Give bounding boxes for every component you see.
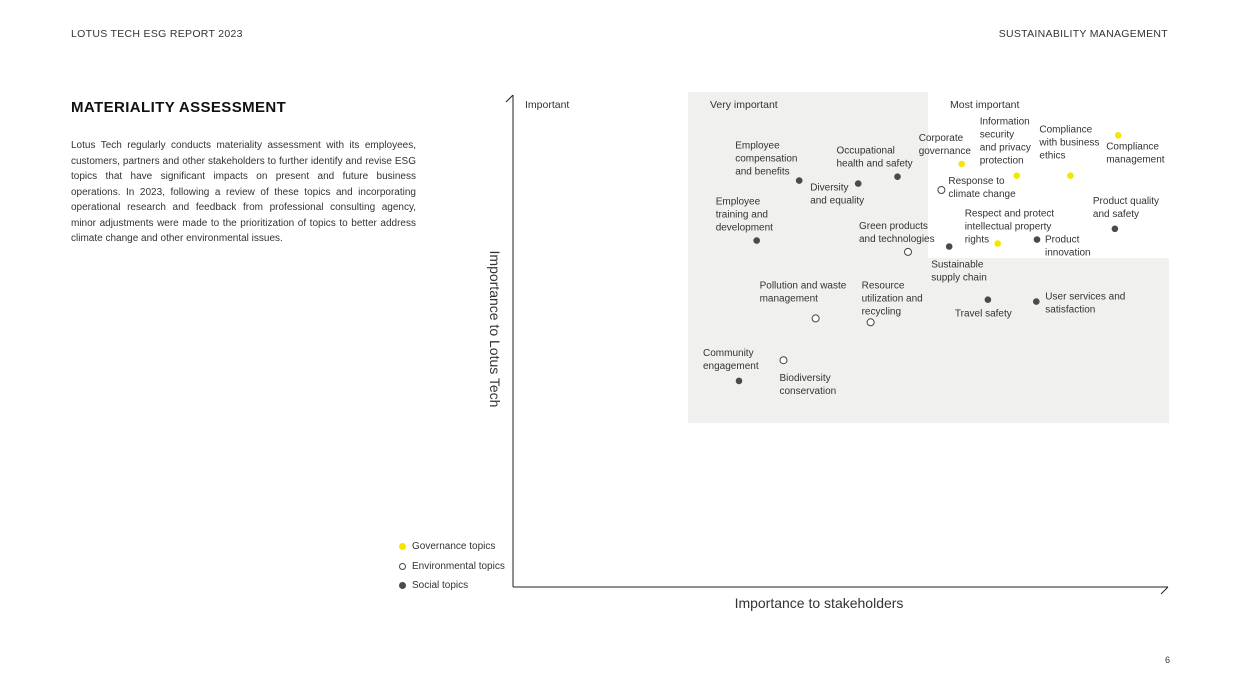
topic-label: Biodiversity conservation [780, 373, 837, 397]
environmental-topic-point [904, 247, 912, 256]
environmental-topic-point [811, 314, 820, 323]
legend-label: Governance topics [412, 541, 496, 553]
intro-paragraph: Lotus Tech regularly conducts materialit… [71, 140, 416, 244]
legend-item-social: Social topics [399, 576, 505, 596]
topic-label: Sustainable supply chain [931, 260, 987, 284]
social-topic-point [735, 377, 743, 385]
zone-label-most-important: Most important [950, 99, 1020, 111]
legend-label: Social topics [412, 580, 469, 592]
report-title-header: LOTUS TECH ESG REPORT 2023 [71, 28, 243, 40]
topic-label: Employee compensation and benefits [735, 141, 797, 178]
topic-label: Diversity and equality [810, 183, 864, 207]
legend-item-environmental: Environmental topics [399, 557, 505, 577]
x-axis-arrow [1160, 586, 1169, 595]
social-topic-point [795, 177, 803, 184]
social-topic-point [854, 180, 862, 187]
governance-topic-point [994, 240, 1001, 247]
topic-label: Resource utilization and recycling [862, 280, 923, 317]
governance-topic-point [1114, 132, 1122, 139]
topic-label: Green products and technologies [859, 221, 935, 245]
environmental-topic-point [866, 318, 875, 327]
social-topic-point [1033, 236, 1041, 243]
social-topic-point [1033, 298, 1040, 305]
social-topic-point [753, 237, 760, 244]
topic-label: User services and satisfaction [1045, 292, 1125, 316]
legend-label: Environmental topics [412, 560, 505, 572]
governance-topic-point [1013, 172, 1020, 179]
topic-label: Information security and privacy protection [980, 117, 1031, 167]
page-number: 6 [1164, 655, 1170, 665]
social-dot-icon [399, 582, 406, 590]
legend-item-governance: Governance topics [399, 537, 505, 557]
topic-label: Product innovation [1045, 235, 1091, 259]
section-header: SUSTAINABILITY MANAGEMENT [998, 28, 1168, 40]
x-axis-label: Importance to stakeholders [735, 595, 904, 611]
social-topic-point [894, 173, 901, 180]
social-topic-point [984, 296, 992, 304]
chart-legend: Governance topics Environmental topics S… [399, 537, 505, 596]
environmental-topic-point [937, 186, 946, 194]
governance-topic-point [958, 160, 965, 168]
page-title: MATERIALITY ASSESSMENT [71, 99, 287, 116]
topic-label: Response to climate change [948, 176, 1016, 200]
governance-topic-point [1067, 172, 1074, 179]
zone-label-very-important: Very important [710, 99, 778, 111]
social-topic-point [1111, 225, 1119, 233]
very-important-zone [688, 92, 928, 423]
topic-label: Travel safety [955, 309, 1012, 320]
topic-label: Compliance with business ethics [1038, 125, 1099, 162]
zone-label-important: Important [525, 99, 569, 111]
zone-cutout [928, 92, 1169, 258]
y-axis-arrow [505, 94, 514, 103]
social-topic-point [945, 243, 953, 250]
governance-dot-icon [399, 543, 406, 551]
topic-label: Respect and protect intellectual property… [965, 209, 1055, 246]
topic-label: Community engagement [703, 348, 759, 372]
environmental-topic-point [779, 356, 788, 365]
topic-label: Pollution and waste management [760, 280, 847, 304]
data-points: Employee compensation and benefits Occupati… [703, 117, 1165, 398]
topic-label: Corporate governance [919, 133, 972, 157]
y-axis-label: Importance to Lotus Tech [487, 251, 503, 408]
topic-label: Compliance management [1106, 141, 1165, 165]
environmental-dot-icon [399, 562, 406, 570]
topic-label: Employee training and development [716, 197, 773, 234]
topic-label: Occupational health and safety [837, 146, 913, 170]
topic-label: Product quality and safety [1093, 196, 1159, 220]
